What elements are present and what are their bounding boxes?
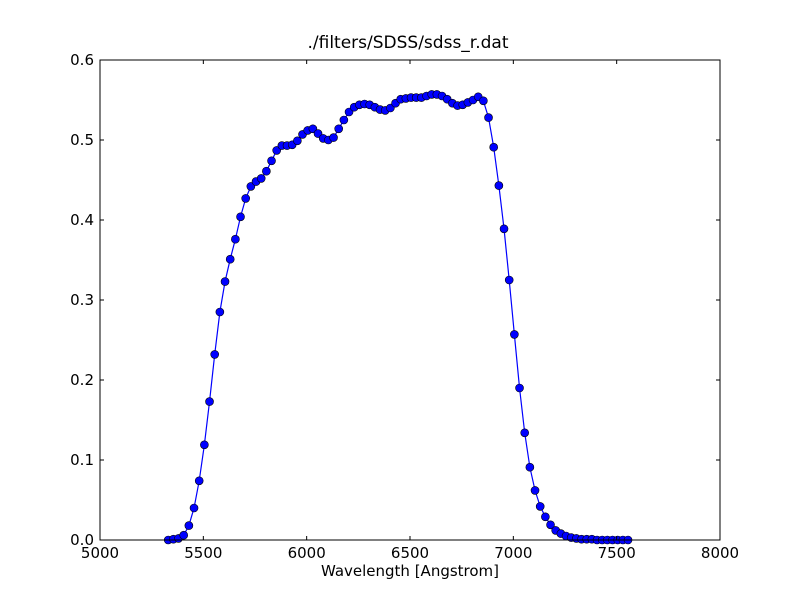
data-point [499, 224, 509, 234]
data-point [189, 503, 199, 513]
data-point [225, 254, 235, 264]
x-tick-label: 7000 [494, 544, 532, 562]
data-point [535, 502, 545, 511]
data-point [241, 194, 250, 203]
data-point [329, 133, 338, 142]
data-point [210, 350, 219, 359]
y-tick-label: 0.0 [70, 531, 94, 549]
x-tick-label: 6000 [288, 544, 326, 562]
data-point [479, 96, 488, 106]
x-axis-label: Wavelength [Angstrom] [321, 562, 499, 580]
y-tick-label: 0.5 [70, 131, 94, 149]
chart-title: ./filters/SDSS/sdss_r.dat [307, 33, 508, 53]
data-point [262, 166, 271, 176]
data-point [515, 383, 524, 393]
x-tick-label: 8000 [701, 544, 739, 562]
plot-frame [99, 59, 721, 541]
y-tick-label: 0.4 [70, 211, 94, 229]
data-point [541, 512, 550, 522]
data-point [236, 212, 245, 222]
y-tick-label: 0.6 [70, 51, 94, 69]
x-tick-label: 7500 [598, 544, 636, 562]
data-point [339, 115, 349, 125]
data-point [179, 530, 188, 540]
data-point [525, 462, 535, 472]
data-point [546, 520, 555, 530]
series-line [168, 93, 629, 541]
data-point [334, 124, 344, 134]
data-point [205, 397, 214, 406]
y-tick-label: 0.3 [70, 291, 94, 309]
data-point [510, 330, 519, 339]
data-point [184, 521, 194, 530]
data-point [530, 486, 540, 495]
y-tick-label: 0.2 [70, 371, 94, 389]
data-point [194, 476, 204, 486]
data-point [231, 234, 240, 244]
x-tick-label: 5500 [184, 544, 222, 562]
x-tick-label: 5000 [81, 544, 119, 562]
data-point [256, 174, 266, 183]
y-tick-label: 0.1 [70, 451, 94, 469]
data-point [215, 307, 225, 317]
plot-series [163, 90, 633, 545]
data-point [494, 181, 504, 190]
data-point [267, 156, 276, 166]
data-point [489, 142, 499, 152]
data-point [293, 136, 302, 146]
data-point [200, 440, 209, 450]
data-point [220, 277, 230, 286]
x-tick-label: 6500 [391, 544, 429, 562]
data-point [520, 428, 530, 438]
data-point [484, 113, 493, 122]
tick-group: 5000 5500 6000 6500 7000 7500 8000 0.0 0.1 0.2 0.3… [70, 51, 739, 562]
data-point [504, 275, 514, 285]
